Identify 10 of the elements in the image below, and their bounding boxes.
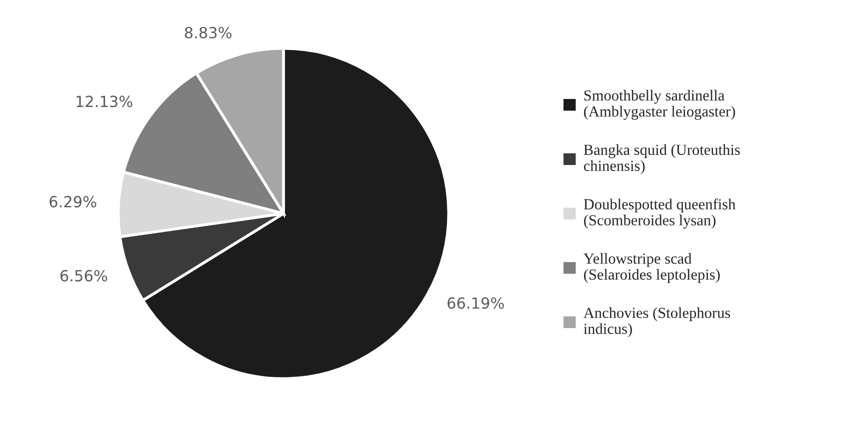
- data-label: 6.29%: [50, 196, 96, 208]
- legend-label: Yellowstripe scad (Selaroides leptolepis): [584, 253, 720, 283]
- data-label: 6.56%: [60, 270, 108, 282]
- data-label: 12.13%: [76, 96, 132, 108]
- data-label: 8.83%: [184, 26, 232, 38]
- legend-label: Smoothbelly sardinella (Amblygaster leiogaster): [584, 90, 735, 120]
- data-label: 66.19%: [448, 297, 504, 309]
- legend-label: Bangka squid (Uroteuthis chinensis): [584, 144, 740, 174]
- legend-label: Anchovies (Stolephorus indicus): [584, 307, 730, 338]
- legend-label: Doublespotted queenfish (Scomberoides lysan): [584, 198, 736, 229]
